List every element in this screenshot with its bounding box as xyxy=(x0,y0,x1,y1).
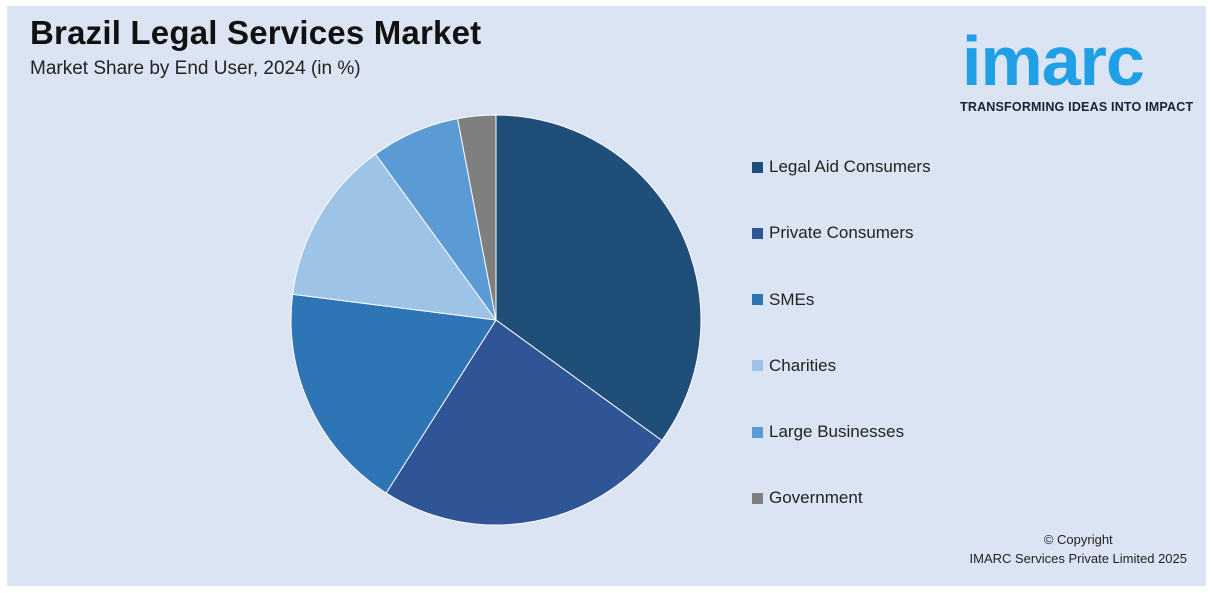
legend-label: Charities xyxy=(769,355,837,375)
legend-label: Government xyxy=(769,488,863,508)
legend-label: SMEs xyxy=(769,289,815,309)
pie-chart xyxy=(290,114,702,526)
pie-slice-government xyxy=(457,114,497,321)
chart-legend: Legal Aid Consumers Private Consumers SMEs… xyxy=(752,156,931,554)
legend-swatch xyxy=(752,294,763,306)
pie-slice-smes xyxy=(290,293,497,494)
pie-slice-charities xyxy=(292,153,498,321)
copyright-line-2: IMARC Services Private Limited 2025 xyxy=(969,551,1187,566)
legend-swatch xyxy=(752,227,763,239)
legend-item: SMEs xyxy=(752,289,931,311)
legend-label: Private Consumers xyxy=(769,223,914,243)
legend-swatch xyxy=(752,161,763,173)
logo-wordmark: imarc xyxy=(962,22,1145,100)
pie-slice-legal-aid-consumers xyxy=(495,114,702,442)
legend-item: Large Businesses xyxy=(752,421,931,443)
copyright-line-1: © Copyright xyxy=(1043,532,1113,547)
legend-swatch xyxy=(752,426,763,438)
copyright-notice: © Copyright IMARC Services Private Limit… xyxy=(970,530,1187,568)
chart-title: Brazil Legal Services Market xyxy=(30,14,482,51)
legend-item: Legal Aid Consumers xyxy=(752,156,931,178)
legend-swatch xyxy=(752,492,763,504)
legend-item: Charities xyxy=(752,355,931,377)
legend-item: Private Consumers xyxy=(752,222,931,244)
logo-tagline: TRANSFORMING IDEAS INTO IMPACT xyxy=(960,100,1194,114)
chart-subtitle: Market Share by End User, 2024 (in %) xyxy=(30,58,361,79)
imarc-logo: imarc TRANSFORMING IDEAS INTO IMPACT xyxy=(952,10,1194,120)
pie-slice-private-consumers xyxy=(385,319,663,526)
legend-label: Legal Aid Consumers xyxy=(769,157,931,176)
legend-swatch xyxy=(752,360,763,372)
legend-item: Government xyxy=(752,487,931,509)
legend-label: Large Businesses xyxy=(769,422,905,442)
